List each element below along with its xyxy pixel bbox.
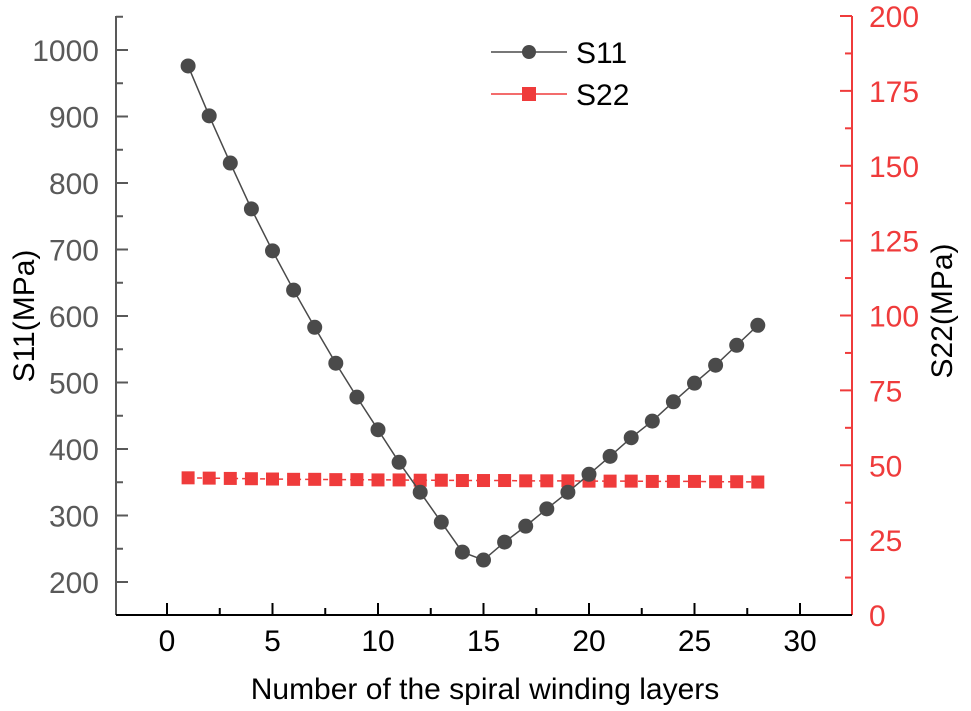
right-y-tick-label: 125 [869,226,919,259]
s22-data-point [540,474,554,488]
x-tick-label: 15 [467,625,500,658]
x-tick-label: 0 [159,625,176,658]
s22-data-point [181,471,195,485]
s11-data-point [454,544,470,560]
s11-data-point [433,514,449,530]
s22-data-point [498,474,512,488]
s11-data-point [539,501,555,517]
s11-data-point [687,375,702,391]
right-y-tick-label: 175 [869,76,919,109]
s11-data-point [180,58,196,74]
right-y-tick-label: 100 [869,301,919,334]
s11-data-point [665,394,681,410]
left-y-tick-label: 800 [49,168,99,201]
s11-data-point [243,201,259,217]
right-y-tick-label: 200 [869,1,919,34]
plot-area [180,58,766,568]
s11-data-point [497,534,513,550]
right-y-tick-label: 25 [869,525,902,558]
left-y-tick-label: 500 [49,368,99,401]
s22-data-point [751,475,765,489]
s11-data-point [708,357,724,373]
left-y-tick-label: 1000 [32,35,99,68]
right-y-tick-label: 0 [869,600,886,633]
s11-data-point [328,355,344,371]
left-y-tick-label: 400 [49,434,99,467]
legend-label-s22: S22 [576,79,629,112]
s11-data-point [222,155,238,171]
s22-data-point [371,473,385,487]
left-y-tick-label: 300 [49,501,99,534]
s22-data-point [666,474,680,488]
s22-data-point [329,473,343,487]
s22-data-point [434,473,448,487]
s22-data-point [455,474,469,488]
s11-data-point [307,319,323,335]
s22-data-point [287,472,301,486]
s22-data-point [603,474,617,488]
legend: S11 S22 [491,37,629,112]
x-tick-label: 5 [264,625,281,658]
s11-data-point [750,317,766,333]
s11-data-point [201,108,217,124]
s22-data-point [477,474,490,488]
s22-data-point [308,472,322,486]
s11-data-point [286,282,302,298]
s22-data-point [413,473,427,487]
left-y-tick-label: 900 [49,102,99,135]
s11-data-point [391,454,407,470]
s22-data-point [645,474,659,488]
s11-data-point [644,413,660,429]
s11-data-point [602,448,618,464]
right-y-tick-label: 50 [869,450,902,483]
legend-item-s11: S11 [491,37,627,70]
s22-data-point [624,474,638,488]
legend-label-s11: S11 [576,37,627,70]
s11-data-point [518,518,534,534]
s22-data-point [202,471,216,485]
x-tick-label: 30 [783,625,816,658]
s11-data-point [581,466,597,482]
left-y-axis-label: S11(MPa) [8,250,41,383]
s11-data-point [560,484,576,500]
x-axis-label: Number of the spiral winding layers [251,673,720,706]
series-line-s11 [187,65,759,561]
s22-data-point [266,472,279,486]
right-y-tick-label: 150 [869,151,919,184]
s22-data-point [392,473,406,487]
x-tick-label: 10 [361,625,394,658]
s11-data-point [623,430,639,446]
s11-data-point [476,552,491,568]
right-y-axis: 0 25 50 75 100 125 150 175 200 [840,1,919,633]
right-y-tick-label: 75 [869,375,902,408]
s22-data-point [688,474,701,488]
s22-data-point [519,474,533,488]
x-tick-label: 20 [572,625,605,658]
left-y-axis: 200 300 400 500 600 700 800 900 1000 [32,15,128,615]
left-y-tick-label: 700 [49,235,99,268]
s22-data-point [709,475,723,489]
circle-marker-icon [522,45,536,59]
s11-data-point [729,337,745,353]
s22-data-point [730,475,744,489]
left-y-tick-label: 600 [49,301,99,334]
square-marker-icon [522,87,536,101]
series-line-s22 [188,477,758,483]
x-tick-label: 25 [678,625,711,658]
x-axis: 0 5 10 15 20 25 30 [116,603,852,658]
s22-data-point [561,474,575,488]
s11-data-point [412,484,428,500]
legend-item-s22: S22 [491,79,629,112]
s11-data-point [349,389,365,405]
s11-data-point [370,422,386,438]
s22-data-point [350,473,364,487]
s11-data-point [265,243,280,259]
right-y-axis-label: S22(MPa) [926,243,959,378]
left-y-tick-label: 200 [49,567,99,600]
s22-data-point [244,472,258,486]
s22-data-point [223,471,237,485]
